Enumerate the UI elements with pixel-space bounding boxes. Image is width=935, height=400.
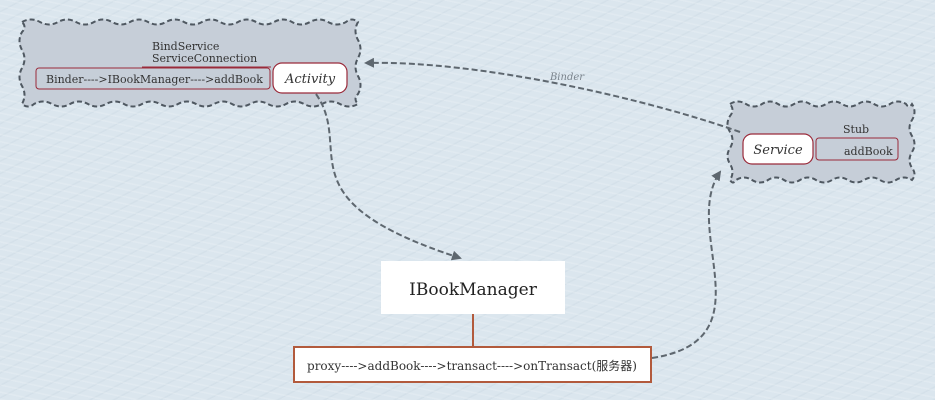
binder-edge-label: Binder: [549, 72, 585, 83]
add-book-box: addBook: [815, 137, 899, 161]
ibookmanager-label: IBookManager: [409, 280, 538, 300]
binder-chain-box: Binder---->IBookManager---->addBook: [35, 67, 271, 90]
service-node-label: Service: [753, 143, 803, 158]
add-book-label: addBook: [844, 145, 893, 158]
edge-proxy-to-service: [651, 170, 722, 359]
edge-activity-to-ibookmanager: [315, 93, 462, 261]
bind-service-label: BindService: [152, 40, 219, 53]
binder-chain-label: Binder---->IBookManager---->addBook: [46, 73, 263, 86]
service-cluster: Stub addBook Service: [726, 100, 916, 184]
proxy-box[interactable]: proxy---->addBook---->transact---->onTra…: [293, 346, 652, 383]
proxy-label: proxy---->addBook---->transact---->onTra…: [307, 358, 637, 373]
activity-node[interactable]: Activity: [272, 62, 348, 94]
ibookmanager-node[interactable]: IBookManager: [381, 261, 565, 314]
edge-service-to-activity: [364, 57, 741, 133]
service-node[interactable]: Service: [742, 133, 814, 165]
service-connection-label: ServiceConnection: [152, 52, 257, 65]
activity-node-label: Activity: [284, 72, 336, 87]
stub-label: Stub: [843, 123, 869, 136]
activity-cluster: BindService ServiceConnection Binder----…: [18, 18, 362, 108]
